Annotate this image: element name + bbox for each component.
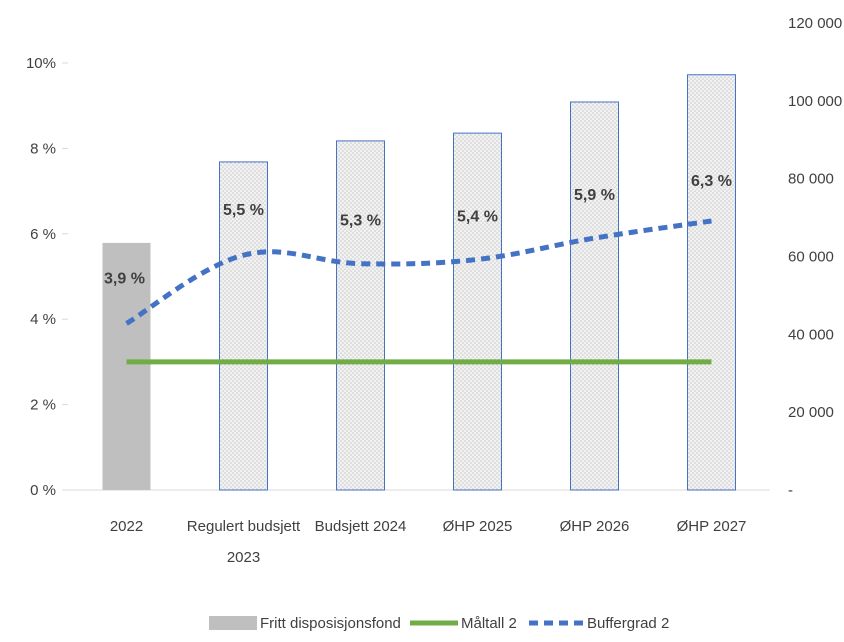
right-axis-tick-label: 20 000 (788, 404, 834, 421)
right-axis-tick-label: 80 000 (788, 171, 834, 188)
line-series (125, 218, 712, 365)
right-axis-tick-label: 60 000 (788, 249, 834, 266)
category-label: ØHP 2025 (443, 518, 513, 535)
left-axis-tick-label: 10% (26, 55, 56, 72)
legend-swatch-fritt-disposisjonsfond (209, 616, 257, 630)
category-label: Budsjett 2024 (315, 518, 407, 535)
data-label-buffergrad: 5,9 % (574, 187, 615, 204)
data-label-buffergrad: 5,3 % (340, 213, 381, 230)
category-label: Regulert budsjett (187, 518, 301, 535)
data-label-buffergrad: 5,4 % (457, 208, 498, 225)
right-axis-tick-label: 40 000 (788, 326, 834, 343)
bar (102, 242, 151, 490)
legend-label-fritt-disposisjonsfond: Fritt disposisjonsfond (260, 615, 401, 632)
left-axis-tick-label: 6 % (30, 226, 56, 243)
legend: Fritt disposisjonsfond Måltall 2 Buffergra… (209, 615, 669, 632)
right-axis-tick-label: 120 000 (788, 15, 842, 32)
category-label: 2022 (110, 518, 143, 535)
bar (453, 132, 502, 491)
right-axis-tick-label: 100 000 (788, 93, 842, 110)
data-label-buffergrad: 5,5 % (223, 202, 264, 219)
bar (336, 140, 385, 491)
left-axis-tick-label: 2 % (30, 397, 56, 414)
line-buffergrad-2 (125, 218, 712, 326)
bar (570, 101, 619, 491)
data-labels: 3,9 % 5,5 % 5,3 % 5,4 % 5,9 % 6,3 % (104, 173, 732, 287)
axes: 0 % 2 % 4 % 6 % 8 % 10% - 20 000 40 000 60 000 80 … (26, 15, 842, 566)
bar-series-fritt-disposisjonsfond (102, 74, 736, 491)
bar (219, 161, 268, 491)
category-label: ØHP 2027 (677, 518, 747, 535)
right-axis-tick-label: - (788, 482, 793, 499)
left-axis-tick-label: 8 % (30, 140, 56, 157)
legend-label-maltall-2: Måltall 2 (461, 615, 517, 632)
category-label: ØHP 2026 (560, 518, 630, 535)
left-axis-tick-label: 4 % (30, 311, 56, 328)
data-label-buffergrad: 3,9 % (104, 270, 145, 287)
bar (687, 74, 736, 491)
data-label-buffergrad: 6,3 % (691, 173, 732, 190)
legend-label-buffergrad-2: Buffergrad 2 (587, 615, 669, 632)
category-label: 2023 (227, 549, 260, 566)
left-axis-tick-label: 0 % (30, 482, 56, 499)
